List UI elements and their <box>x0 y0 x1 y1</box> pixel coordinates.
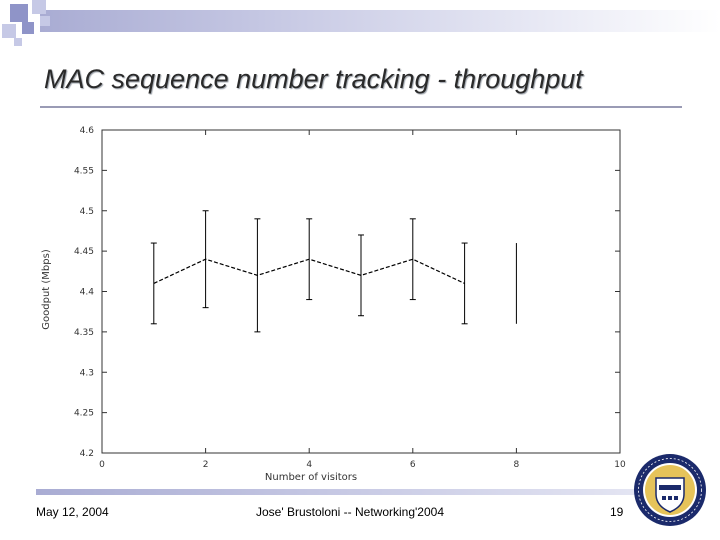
x-tick-label: 0 <box>99 460 105 470</box>
top-accent-bar <box>40 10 720 32</box>
y-tick-label: 4.35 <box>74 328 94 338</box>
series-line <box>153 258 465 284</box>
x-tick-label: 6 <box>410 460 416 470</box>
y-tick-label: 4.5 <box>80 207 94 217</box>
x-tick-label: 10 <box>614 460 626 470</box>
bottom-accent-bar <box>36 489 652 495</box>
y-tick-label: 4.4 <box>80 288 95 298</box>
slide-title: MAC sequence number tracking - throughpu… <box>44 64 583 94</box>
x-axis-label: Number of visitors <box>265 472 357 483</box>
y-tick-label: 4.6 <box>80 126 95 136</box>
x-tick-label: 8 <box>514 460 520 470</box>
y-tick-label: 4.25 <box>74 409 94 419</box>
title-underline <box>40 106 682 108</box>
y-tick-label: 4.55 <box>74 166 94 176</box>
y-tick-label: 4.3 <box>80 368 94 378</box>
x-tick-label: 2 <box>203 460 209 470</box>
y-tick-label: 4.45 <box>74 247 94 257</box>
y-tick-label: 4.2 <box>80 449 94 459</box>
university-of-pittsburgh-seal-icon <box>634 454 706 526</box>
y-axis-label: Goodput (Mbps) <box>41 249 52 330</box>
decorative-squares <box>0 0 70 50</box>
footer-date: May 12, 2004 <box>36 505 109 519</box>
x-tick-label: 4 <box>306 460 312 470</box>
slide-number: 19 <box>610 505 624 519</box>
footer-author: Jose' Brustoloni -- Networking'2004 <box>256 505 445 519</box>
